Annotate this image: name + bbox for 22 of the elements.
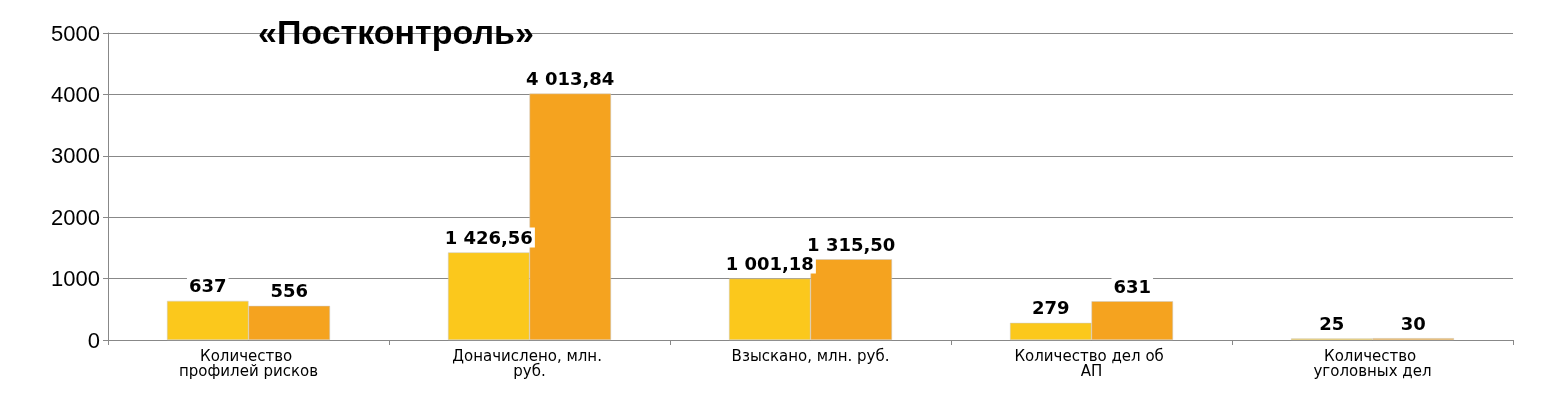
data-label: 1 315,50: [807, 233, 896, 255]
y-tick-label: 0: [87, 327, 100, 353]
y-tick-label: 4000: [51, 81, 100, 107]
data-label: 279: [1031, 297, 1070, 319]
data-label: 1 001,18: [725, 253, 814, 275]
data-label: 1 426,56: [444, 226, 533, 248]
chart-title: «Постконтроль»: [258, 13, 534, 51]
data-label: 556: [270, 280, 309, 302]
x-tick-label: Доначислено, млн. руб.: [452, 346, 607, 380]
data-label: 4 013,84: [526, 68, 615, 90]
y-tick-label: 3000: [51, 143, 100, 169]
x-tick-label: Количество дел об АП: [1014, 346, 1169, 380]
x-tick-label: Взыскано, млн. руб.: [731, 346, 890, 365]
x-tick-label: Количество уголовных дел: [1313, 346, 1432, 380]
y-tick-label: 2000: [51, 204, 100, 230]
y-tick-label: 5000: [51, 20, 100, 46]
x-tick-label: Количество профилей рисков: [178, 346, 319, 380]
data-label: 30: [1400, 312, 1426, 334]
data-label: 631: [1113, 275, 1152, 297]
y-tick-label: 1000: [51, 266, 100, 292]
data-label: 25: [1319, 312, 1345, 334]
data-label: 637: [188, 275, 227, 297]
